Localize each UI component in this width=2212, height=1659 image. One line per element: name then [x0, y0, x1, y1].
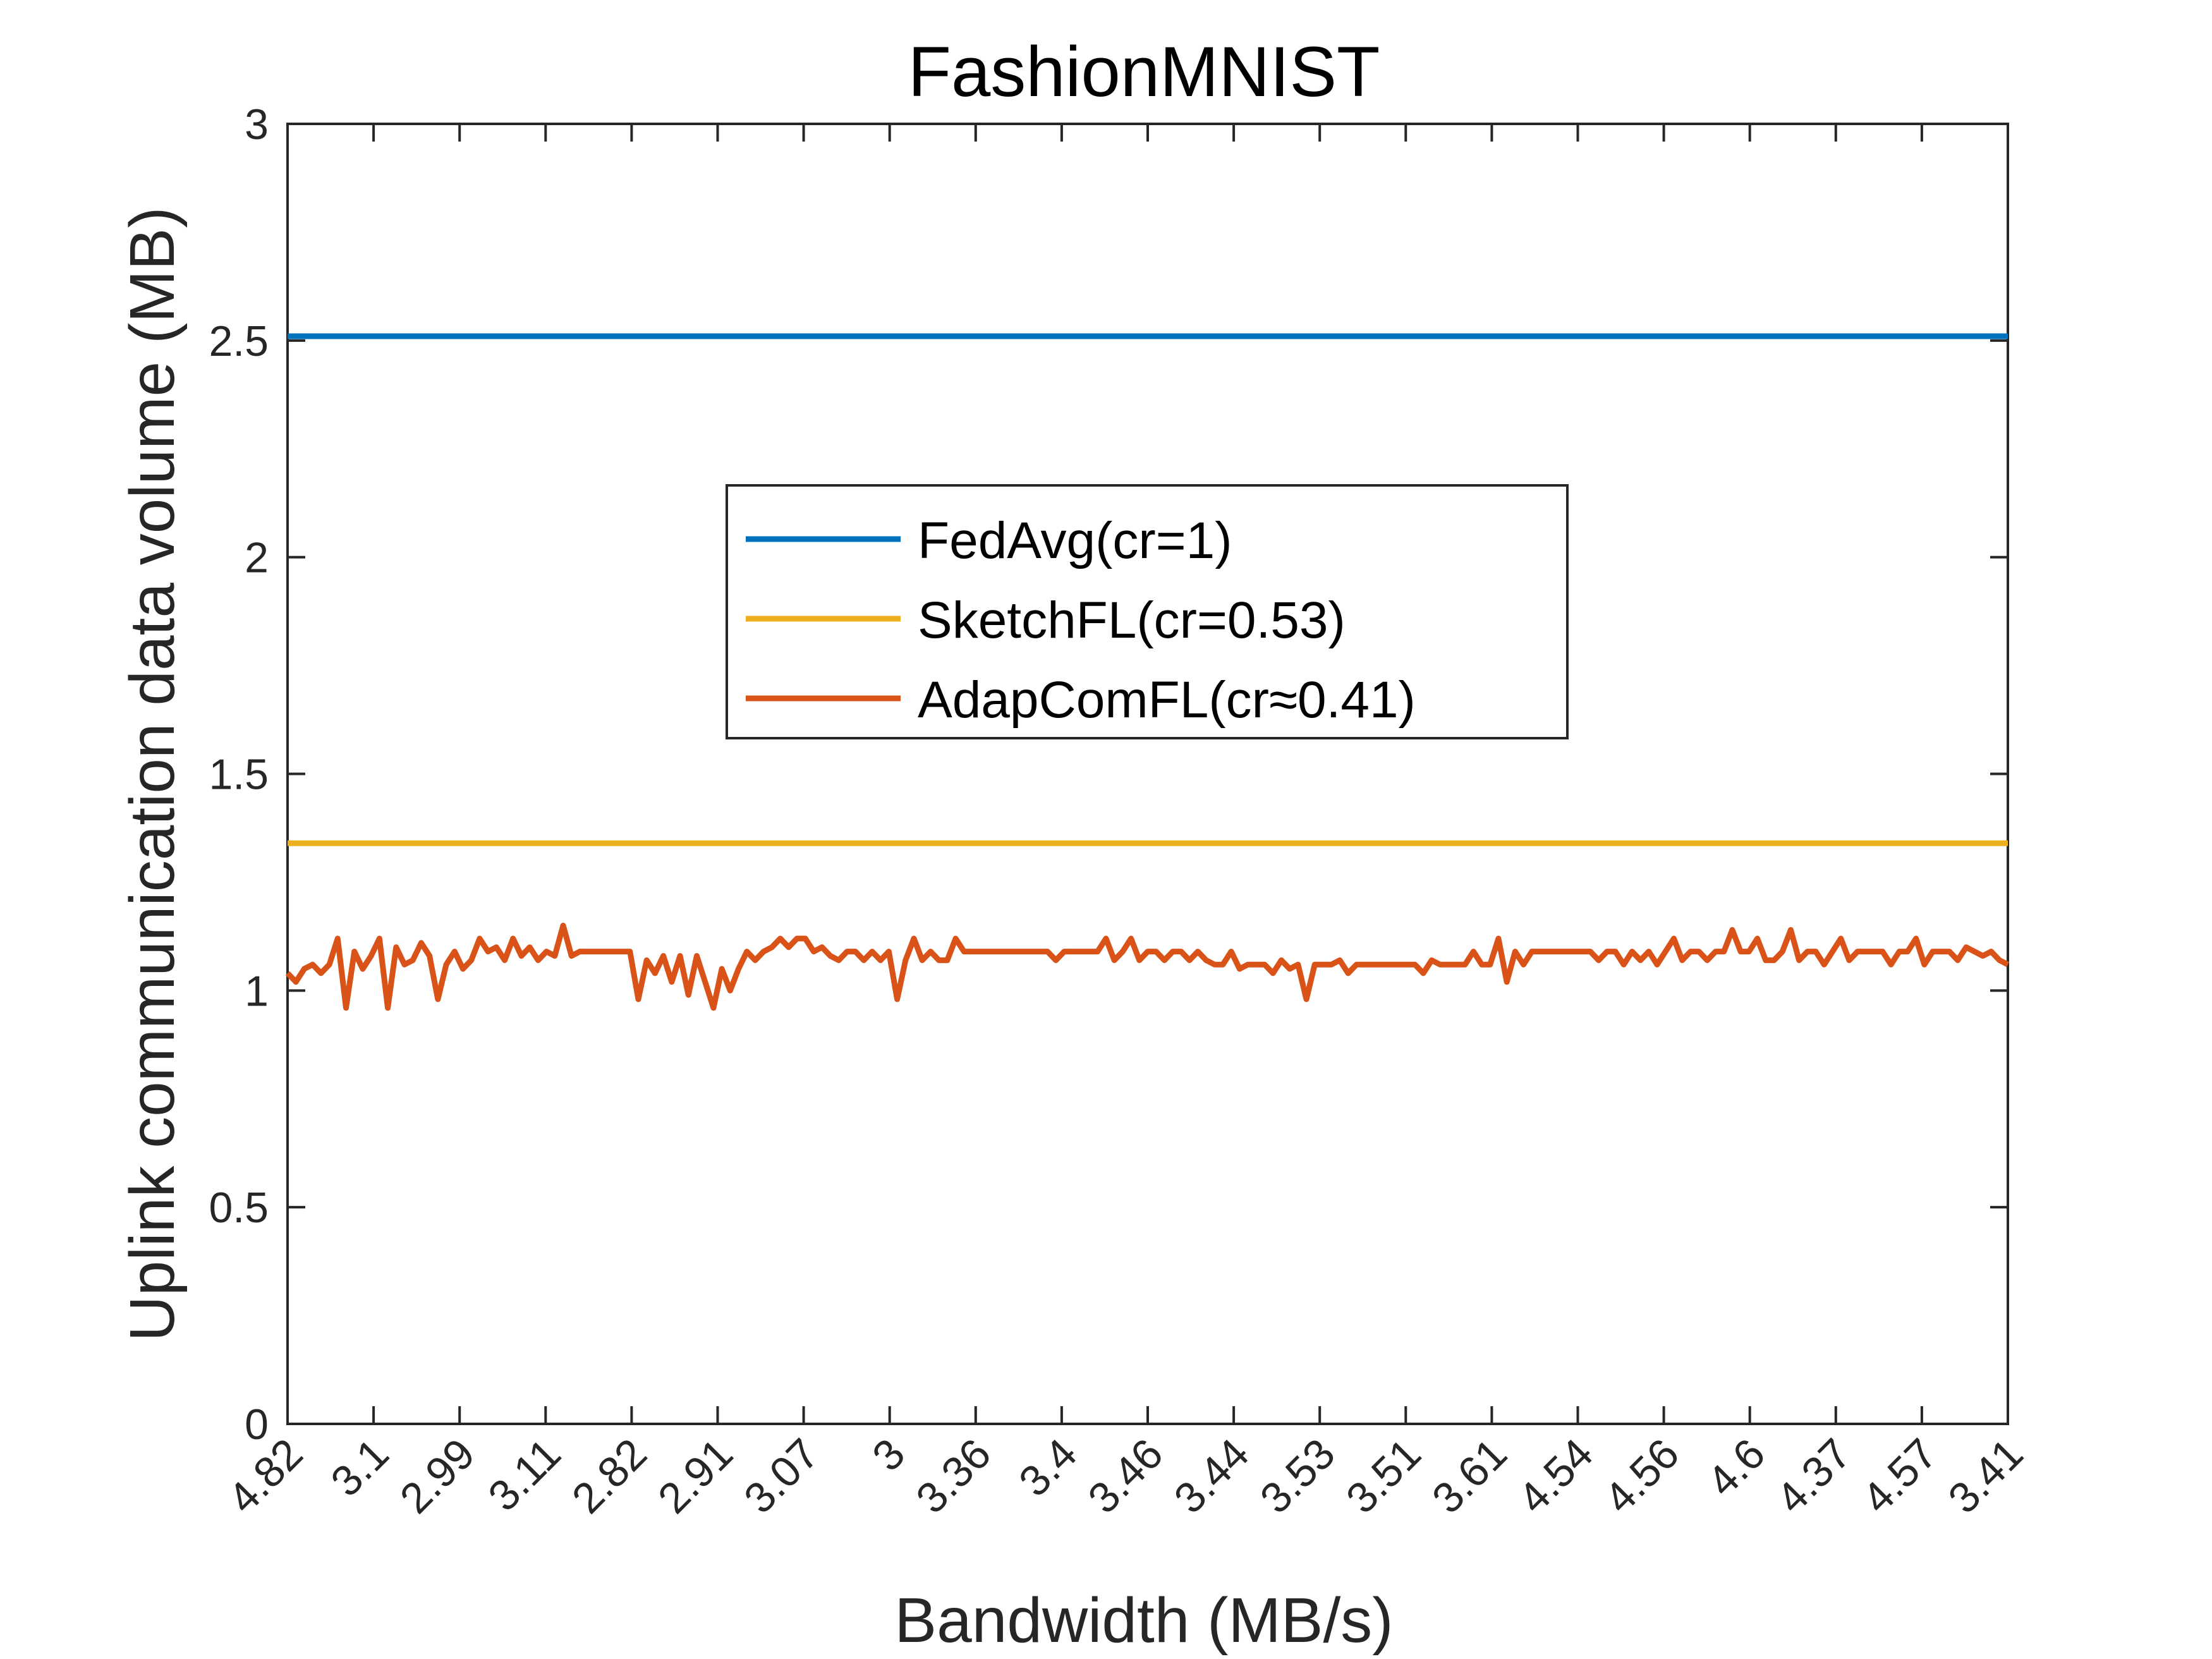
y-tick-label: 3	[245, 100, 269, 149]
legend-label-1: SketchFL(cr=0.53)	[918, 592, 1346, 649]
chart-title: FashionMNIST	[908, 32, 1380, 111]
legend-label-2: AdapComFL(cr≈0.41)	[918, 671, 1416, 729]
y-tick-label: 2.5	[209, 317, 269, 365]
y-tick-label: 1.5	[209, 751, 269, 799]
legend: FedAvg(cr=1) SketchFL(cr=0.53) AdapComFL(c…	[726, 484, 1569, 739]
y-tick-label: 2	[245, 534, 269, 582]
y-tick-label: 1	[245, 967, 269, 1015]
y-axis-label: Uplink communication data volume (MB)	[117, 207, 188, 1341]
y-axis-ticks: 0 0.5 1 1.5 2 2.5 3	[209, 100, 2008, 1449]
y-tick-label: 0.5	[209, 1184, 269, 1232]
y-tick-label: 0	[245, 1401, 269, 1449]
x-axis-label: Bandwidth (MB/s)	[894, 1585, 1393, 1656]
legend-label-0: FedAvg(cr=1)	[918, 512, 1232, 569]
plot-area	[286, 123, 2009, 1425]
series-lines	[285, 333, 2010, 1011]
series-line-2	[285, 922, 2010, 1011]
